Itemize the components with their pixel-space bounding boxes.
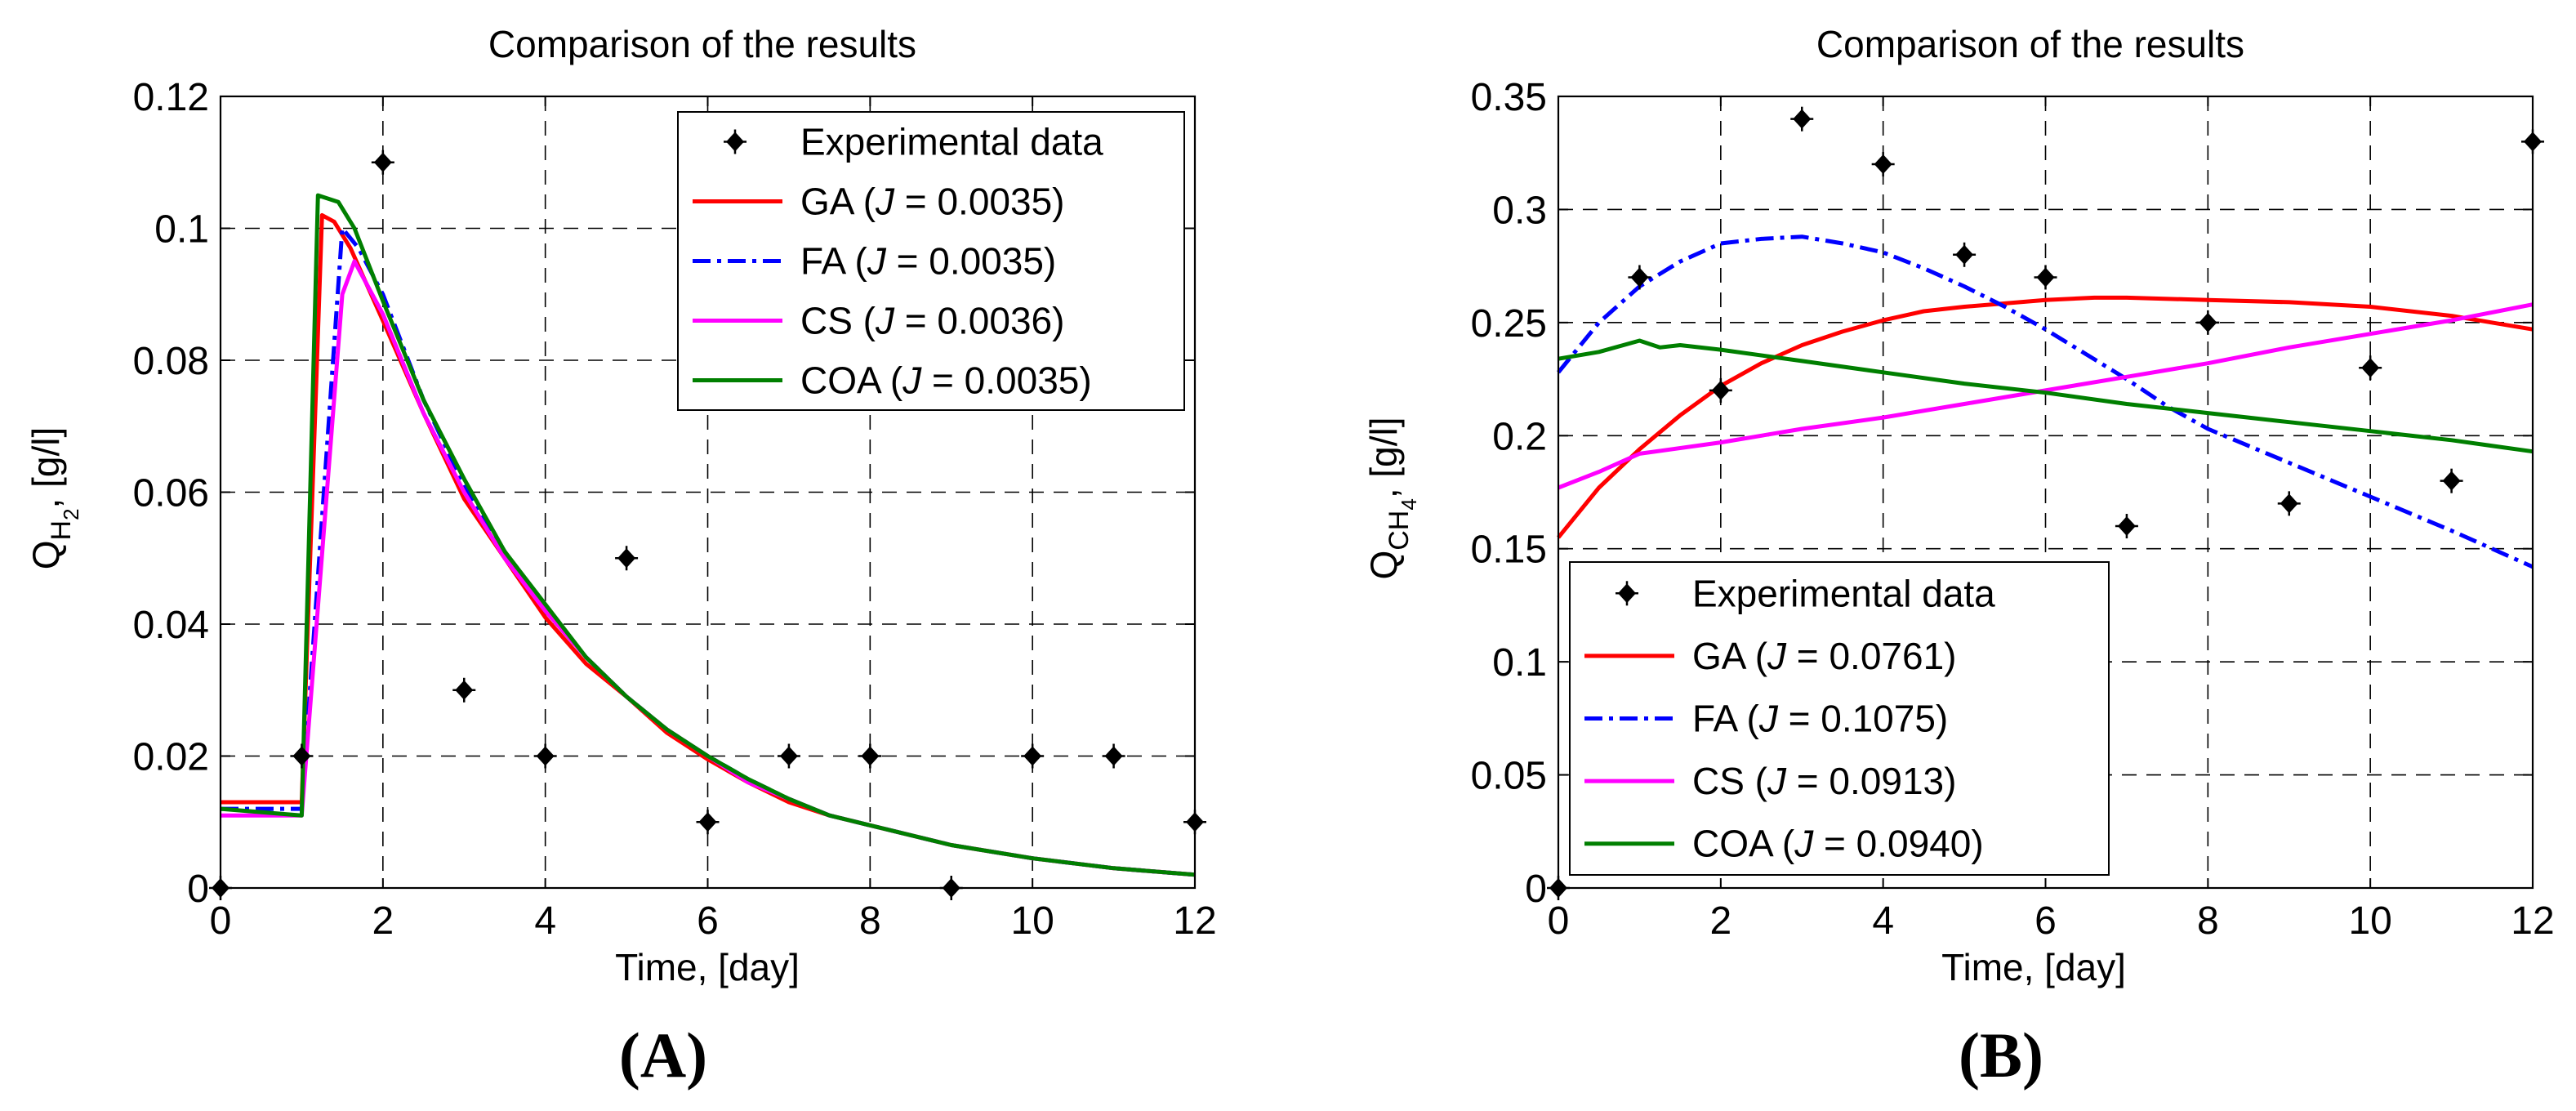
legend-entry: COA (J = 0.0035): [693, 359, 1092, 402]
data-point: [2277, 491, 2301, 516]
chart-panel-a: Comparison of the results 0 2 4 6 8 10 12 0 0.02…: [25, 23, 1217, 1091]
data-point: [777, 743, 800, 769]
series-group: [1557, 234, 2534, 569]
panel-label-a: (A): [619, 1020, 707, 1091]
y-axis-label: QCH4, [g/l]: [1362, 417, 1421, 579]
legend-entry: Experimental data: [1616, 572, 1995, 614]
x-tick-label: 10: [2348, 899, 2391, 943]
data-point: [1953, 242, 1977, 267]
experimental-points: [209, 149, 1206, 900]
x-tick-label: 12: [2511, 899, 2554, 943]
tick-labels: 0 2 4 6 8 10 12 0 0.05 0.1 0.15 0.2 0.25 0.3 0.35: [1471, 76, 2555, 943]
data-point: [1871, 152, 1895, 177]
y-tick-label: 0: [1525, 868, 1547, 911]
x-tick-label: 10: [1010, 899, 1054, 943]
series-line: [1557, 234, 2534, 569]
legend-label: COA (J = 0.0035): [800, 359, 1092, 402]
legend-entry: FA (J = 0.0035): [693, 240, 1056, 283]
tick-labels: 0 2 4 6 8 10 12 0 0.02 0.04 0.06 0.08 0.1 0.12: [133, 76, 1217, 943]
data-point: [1021, 743, 1045, 769]
series-group: [220, 193, 1196, 877]
legend-marker: [1616, 581, 1638, 606]
y-tick-label: 0.2: [1492, 415, 1547, 458]
y-tick-label: 0.08: [133, 340, 209, 383]
legend-entry: CS (J = 0.0036): [693, 300, 1064, 342]
legend-label: GA (J = 0.0761): [1692, 635, 1956, 677]
data-point: [615, 546, 639, 571]
series-line: [1558, 338, 2534, 454]
x-tick-label: 8: [859, 899, 881, 943]
legend-label: CS (J = 0.0913): [1692, 760, 1956, 802]
y-tick-label: 0.35: [1471, 76, 1547, 119]
y-tick-label: 0.04: [133, 604, 209, 647]
data-point: [290, 743, 314, 769]
legend-entry: COA (J = 0.0940): [1584, 823, 1984, 865]
legend-label: FA (J = 0.0035): [800, 240, 1056, 283]
x-tick-label: 2: [1709, 899, 1731, 943]
legend-box: [677, 111, 1185, 411]
x-axis-label: Time, [day]: [1941, 946, 2126, 988]
y-tick-label: 0.15: [1471, 529, 1547, 572]
y-tick-label: 0.1: [154, 208, 209, 252]
y-tick-label: 0.02: [133, 736, 209, 779]
legend-entry: CS (J = 0.0913): [1584, 760, 1956, 802]
series-line: [1557, 295, 2534, 539]
data-point: [2196, 310, 2220, 335]
data-point: [1628, 265, 1651, 290]
x-tick-label: 4: [534, 899, 556, 943]
series-line: [220, 193, 1196, 877]
x-tick-label: 8: [2197, 899, 2219, 943]
data-point: [371, 149, 394, 175]
data-point: [1709, 377, 1732, 403]
y-tick-label: 0.3: [1492, 189, 1547, 232]
data-point: [696, 810, 720, 835]
legend: Experimental data GA (J = 0.0035) FA (J = …: [677, 111, 1185, 411]
data-point: [858, 743, 882, 769]
data-point: [533, 743, 557, 769]
chart-title: Comparison of the results: [488, 23, 916, 65]
legend-entry: GA (J = 0.0761): [1584, 635, 1956, 677]
legend-entry: Experimental data: [724, 121, 1103, 163]
y-tick-label: 0.12: [133, 76, 209, 119]
data-point: [2115, 514, 2138, 539]
legend-label: GA (J = 0.0035): [800, 181, 1064, 223]
y-tick-label: 0.25: [1471, 302, 1547, 346]
data-point: [452, 677, 476, 703]
x-tick-label: 0: [210, 899, 232, 943]
experimental-points: [1547, 106, 2544, 900]
series-line: [1558, 302, 2534, 490]
legend-label: FA (J = 0.1075): [1692, 698, 1948, 740]
data-point: [2440, 468, 2463, 493]
y-tick-label: 0.05: [1471, 755, 1547, 798]
legend-label: CS (J = 0.0036): [800, 300, 1064, 342]
x-tick-label: 0: [1548, 899, 1570, 943]
legend-entry: FA (J = 0.1075): [1584, 698, 1948, 740]
legend: Experimental data GA (J = 0.0761) FA (J = …: [1569, 561, 2110, 876]
chart-title: Comparison of the results: [1816, 23, 2244, 65]
x-tick-label: 4: [1872, 899, 1894, 943]
x-tick-label: 6: [2035, 899, 2057, 943]
data-point: [2034, 265, 2057, 290]
x-axis-label: Time, [day]: [615, 946, 800, 988]
y-tick-label: 0.06: [133, 472, 209, 515]
panel-label-b: (B): [1959, 1020, 2043, 1091]
legend-entry: GA (J = 0.0035): [693, 181, 1064, 223]
y-tick-label: 0.1: [1492, 641, 1547, 685]
data-point: [1790, 106, 1814, 132]
grid-lines: [1558, 96, 2533, 888]
legend-label: Experimental data: [1692, 572, 1995, 614]
legend-label: COA (J = 0.0940): [1692, 823, 1984, 865]
legend-label: Experimental data: [800, 121, 1103, 163]
data-point: [1102, 743, 1125, 769]
x-tick-label: 12: [1173, 899, 1216, 943]
x-tick-label: 6: [697, 899, 719, 943]
chart-panel-b: Comparison of the results 0 2 4 6 8 10 12 0 0.05…: [1362, 23, 2555, 1091]
y-tick-label: 0: [187, 868, 209, 911]
legend-marker: [724, 129, 747, 154]
y-axis-label: QH2, [g/l]: [25, 427, 83, 570]
data-point: [2359, 355, 2382, 381]
x-tick-label: 2: [372, 899, 394, 943]
